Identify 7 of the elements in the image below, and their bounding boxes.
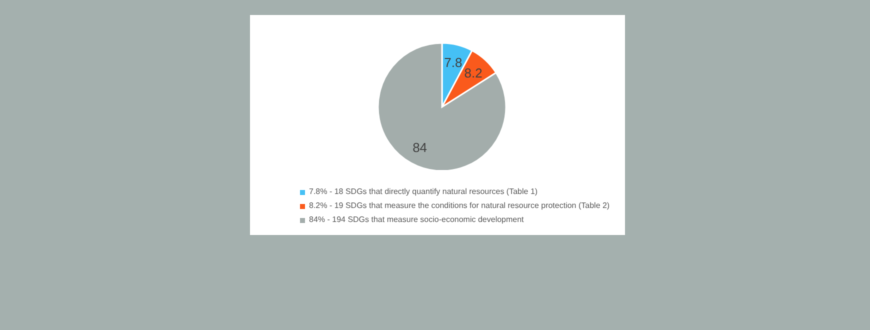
pie-slice bbox=[377, 42, 507, 170]
data-label: 84 bbox=[412, 140, 428, 155]
legend-label: 8.2% - 19 SDGs that measure the conditions for natural resource protection (Table 2) bbox=[309, 200, 610, 212]
slice-label: 84% - 194 SDGs that measure socio-economic development bbox=[309, 214, 524, 226]
data-label: 7.8 bbox=[444, 54, 462, 70]
legend-label: 7.8% - 18 SDGs that directly quantify natural resources (Table 1) bbox=[309, 186, 538, 198]
data-label: 8.2 bbox=[464, 66, 482, 81]
